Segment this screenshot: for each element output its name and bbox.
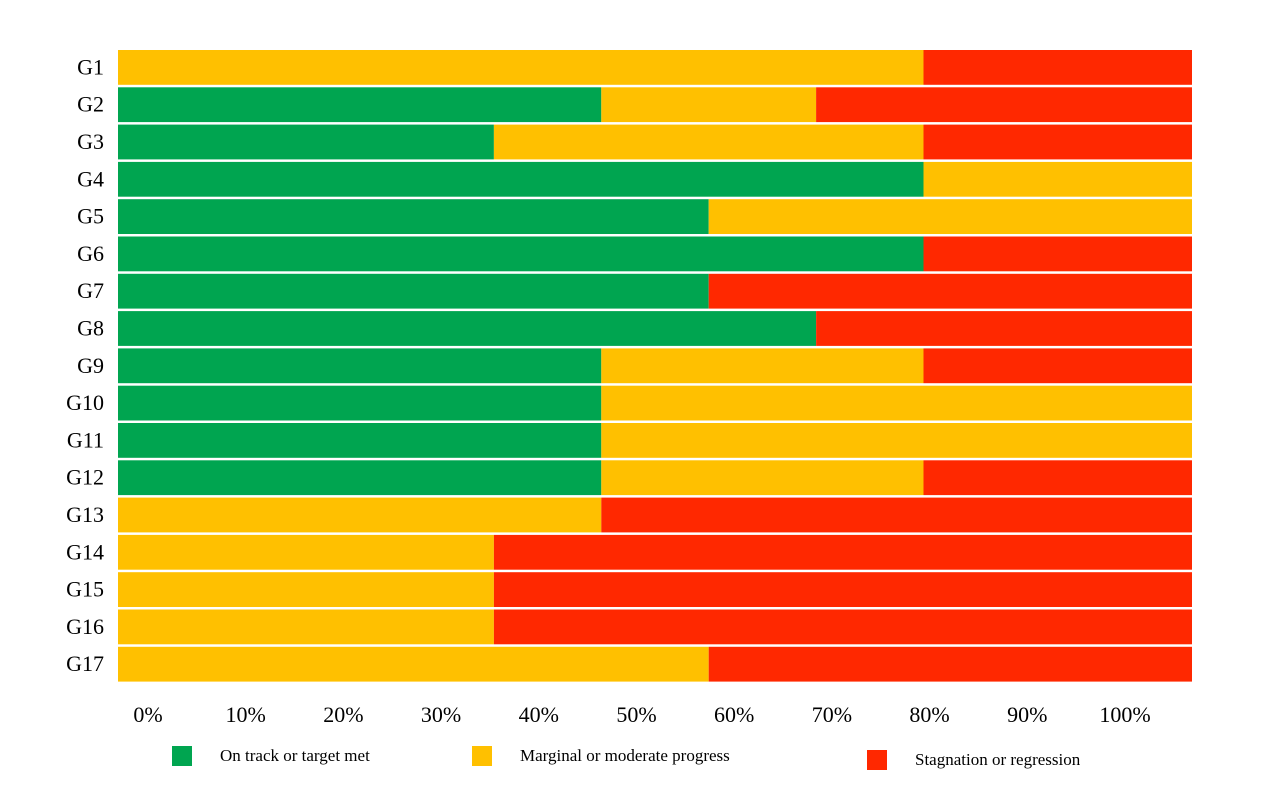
x-tick-labels: 0% 10% 20% 30% 40% 50% 60% 70% 80% 90% 100% <box>133 702 1150 727</box>
bar-g3-series-1 <box>493 124 924 160</box>
bar-g8-series-0 <box>118 311 817 346</box>
x-tick-label: 20% <box>323 702 363 727</box>
bar-g2-series-0 <box>118 87 602 123</box>
stacked-bar-chart: G1 G2 G3 G4 G5 G6 G7 G8 G9 G10 G11 G12 G13 G14 G15 G16 G… <box>66 50 1192 727</box>
x-tick-label: 70% <box>812 702 852 727</box>
legend-swatch-marginal <box>472 746 492 766</box>
x-tick-label: 100% <box>1099 702 1150 727</box>
legend-label-stagnation: Stagnation or regression <box>915 750 1081 769</box>
bars-group <box>118 50 1192 682</box>
bar-g5-series-0 <box>118 199 709 234</box>
bar-g12-series-2 <box>923 460 1192 496</box>
category-label-g1: G1 <box>77 54 104 79</box>
x-tick-label: 60% <box>714 702 754 727</box>
category-label-g12: G12 <box>66 465 104 490</box>
x-tick-label: 80% <box>909 702 949 727</box>
bar-g3-series-2 <box>923 124 1192 160</box>
legend-label-marginal: Marginal or moderate progress <box>520 746 730 765</box>
bar-g11-series-1 <box>601 423 1192 458</box>
bar-g2-series-2 <box>816 87 1192 123</box>
category-label-g4: G4 <box>77 166 104 191</box>
bar-g7-series-0 <box>118 273 709 309</box>
legend: On track or target met Marginal or moder… <box>0 740 1280 780</box>
category-label-g13: G13 <box>66 502 104 527</box>
bar-g16-series-2 <box>493 609 1192 645</box>
bar-g10-series-0 <box>118 385 602 421</box>
bar-g9-series-2 <box>923 348 1192 384</box>
category-label-g8: G8 <box>77 316 104 341</box>
bar-g1-series-1 <box>118 50 924 85</box>
legend-item-on-track: On track or target met <box>172 746 370 766</box>
bar-g8-series-2 <box>816 311 1192 346</box>
legend-swatch-on-track <box>172 746 192 766</box>
bar-g14-series-1 <box>118 534 494 570</box>
category-label-g5: G5 <box>77 204 104 229</box>
category-label-g17: G17 <box>66 651 104 676</box>
bar-g2-series-1 <box>601 87 817 123</box>
bar-g17-series-2 <box>708 646 1192 682</box>
x-tick-label: 0% <box>133 702 162 727</box>
bar-g11-series-0 <box>118 423 602 458</box>
bar-g5-series-1 <box>708 199 1192 234</box>
bar-g6-series-2 <box>923 236 1192 272</box>
x-tick-label: 40% <box>519 702 559 727</box>
bar-g7-series-2 <box>708 273 1192 309</box>
category-label-g14: G14 <box>66 539 104 564</box>
bar-g4-series-1 <box>923 161 1192 197</box>
x-tick-label: 10% <box>226 702 266 727</box>
legend-label-on-track: On track or target met <box>220 746 370 765</box>
bar-g4-series-0 <box>118 161 924 197</box>
x-tick-label: 30% <box>421 702 461 727</box>
legend-item-stagnation: Stagnation or regression <box>867 750 1080 770</box>
bar-g17-series-1 <box>118 646 709 682</box>
bar-g12-series-0 <box>118 460 602 496</box>
category-label-g15: G15 <box>66 577 104 602</box>
bar-g9-series-0 <box>118 348 602 384</box>
category-label-g9: G9 <box>77 353 104 378</box>
bar-g1-series-2 <box>923 50 1192 85</box>
bar-g10-series-1 <box>601 385 1192 421</box>
legend-item-marginal: Marginal or moderate progress <box>472 746 730 766</box>
bar-g6-series-0 <box>118 236 924 272</box>
bar-g12-series-1 <box>601 460 924 496</box>
bar-g9-series-1 <box>601 348 924 384</box>
bar-g3-series-0 <box>118 124 494 160</box>
bar-g14-series-2 <box>493 534 1192 570</box>
category-label-g10: G10 <box>66 390 104 415</box>
bar-g15-series-2 <box>493 572 1192 607</box>
category-label-g6: G6 <box>77 241 104 266</box>
legend-swatch-stagnation <box>867 750 887 770</box>
x-tick-label: 50% <box>616 702 656 727</box>
category-labels: G1 G2 G3 G4 G5 G6 G7 G8 G9 G10 G11 G12 G13 G14 G15 G16 G… <box>66 54 104 676</box>
bar-g16-series-1 <box>118 609 494 645</box>
bar-g13-series-2 <box>601 497 1192 533</box>
bar-g15-series-1 <box>118 572 494 607</box>
category-label-g16: G16 <box>66 614 104 639</box>
bar-g13-series-1 <box>118 497 602 533</box>
category-label-g11: G11 <box>67 427 104 452</box>
category-label-g3: G3 <box>77 129 104 154</box>
category-label-g2: G2 <box>77 92 104 117</box>
category-label-g7: G7 <box>77 278 104 303</box>
x-tick-label: 90% <box>1007 702 1047 727</box>
